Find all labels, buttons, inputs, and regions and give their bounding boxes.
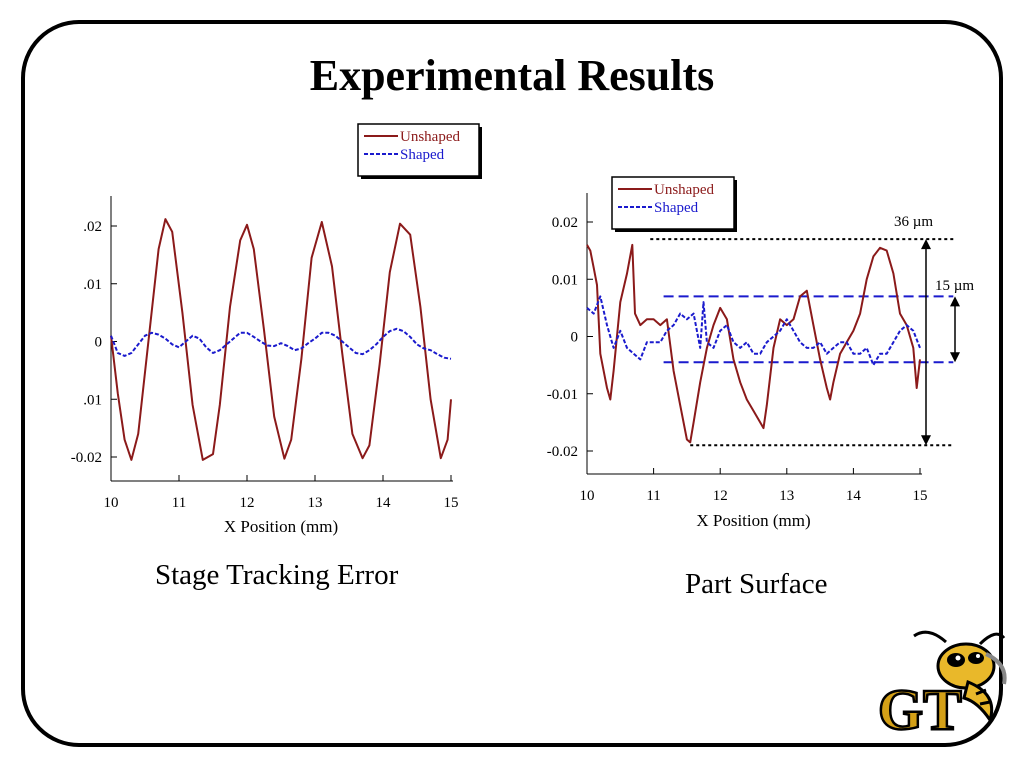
x-tick-label: 13 (308, 495, 323, 511)
x-tick-label: 14 (846, 488, 862, 504)
x-tick-label: 12 (713, 488, 728, 504)
dimension-label: 36 µm (894, 214, 933, 230)
x-tick-label: 10 (104, 495, 119, 511)
x-axis-title: X Position (mm) (224, 517, 338, 536)
y-tick-label: -0.02 (71, 450, 102, 466)
arrow-head-up (921, 239, 931, 250)
y-tick-label: 0.02 (552, 215, 578, 231)
series-line-shaped (586, 295, 921, 367)
logo-text: GT (878, 677, 962, 742)
series-line-unshaped (586, 243, 921, 444)
y-tick-label: 0 (95, 335, 103, 351)
y-tick-label: .01 (83, 392, 102, 408)
slide-frame (21, 20, 1003, 747)
y-tick-label: .01 (83, 277, 102, 293)
legend-label-unshaped: Unshaped (400, 129, 460, 145)
x-tick-label: 14 (376, 495, 392, 511)
legend-box (357, 123, 480, 177)
series-line-unshaped (110, 218, 452, 461)
caption-part-surface: Part Surface (685, 568, 828, 600)
x-tick-label: 11 (646, 488, 660, 504)
x-tick-label: 15 (444, 495, 459, 511)
x-tick-label: 12 (240, 495, 255, 511)
arrow-head-down (950, 352, 960, 363)
arrow-head-down (921, 435, 931, 446)
x-tick-label: 15 (913, 488, 928, 504)
yellow-jacket-mascot-icon (913, 630, 1007, 724)
x-tick-label: 10 (580, 488, 595, 504)
gt-logo: GT (877, 630, 1007, 743)
x-tick-label: 13 (779, 488, 794, 504)
slide-title: Experimental Results (309, 51, 715, 100)
y-tick-label: 0 (571, 330, 579, 346)
legend-label-unshaped: Unshaped (654, 182, 714, 198)
y-tick-label: .02 (83, 219, 102, 235)
x-tick-label: 11 (172, 495, 186, 511)
legend-box (611, 176, 735, 230)
arrow-head-up (950, 296, 960, 307)
series-line-shaped (110, 327, 452, 360)
y-tick-label: 0.01 (552, 272, 578, 288)
y-tick-label: -0.02 (547, 444, 578, 460)
caption-stage-tracking-error: Stage Tracking Error (155, 559, 399, 591)
dimension-label: 15 µm (935, 278, 974, 294)
legend-label-shaped: Shaped (654, 200, 699, 216)
y-tick-label: -0.01 (547, 387, 578, 403)
legend-label-shaped: Shaped (400, 147, 445, 163)
x-axis-title: X Position (mm) (696, 511, 810, 530)
